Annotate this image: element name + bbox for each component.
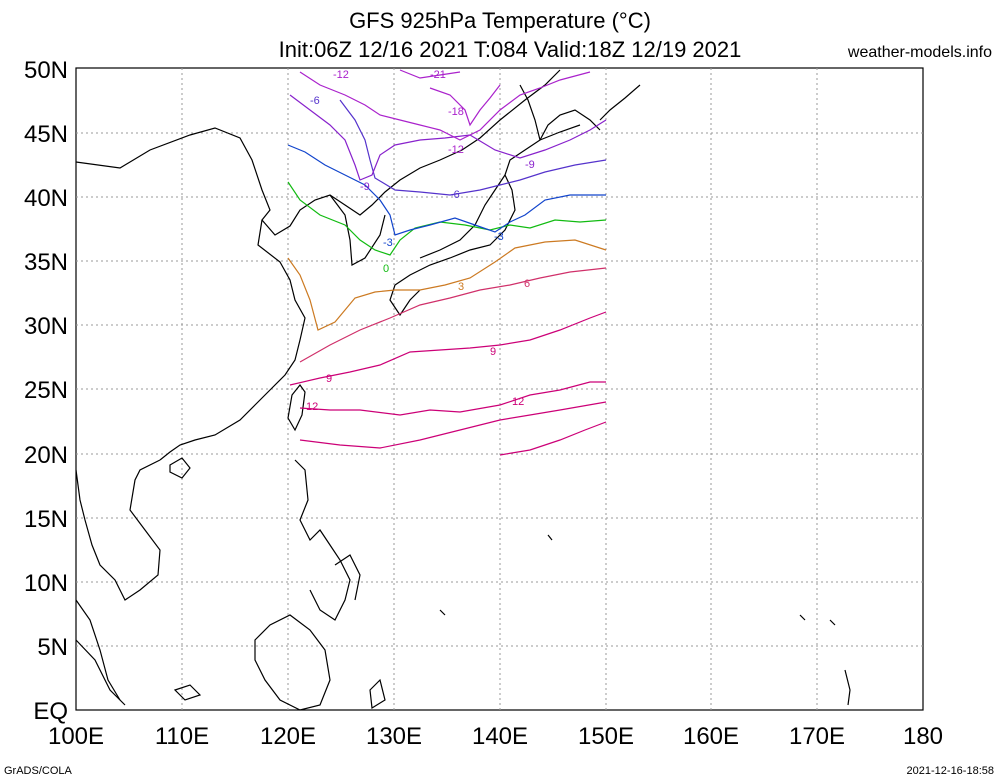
lon-label-160e: 160E [683,723,739,750]
isotherm-minus12 [299,71,591,141]
contour-label-minus12a: -12 [448,144,464,156]
isotherm-3 [287,239,607,331]
lon-label-170e: 170E [789,723,845,750]
contour-label-minus18: -18 [448,106,464,118]
contour-label-12b: 12 [306,401,318,413]
contour-label-minus3b: -3 [383,237,393,249]
lon-label-140e: 140E [472,723,528,750]
contour-label-minus9b: -9 [360,181,370,193]
lat-label-35n: 35N [24,249,68,276]
lon-label-150e: 150E [578,723,634,750]
isotherm-6 [299,267,607,363]
lat-label-45n: 45N [24,121,68,148]
isotherm-contours [287,69,607,456]
lon-label-180: 180 [903,723,943,750]
grads-credit: GrADS/COLA [4,765,72,777]
isotherm-12c [299,401,607,449]
isotherm-minus9 [289,94,607,181]
lat-label-15n: 15N [24,506,68,533]
contour-label-minus6b: -6 [310,95,320,107]
contour-label-minus3a: -3 [494,231,504,243]
generation-timestamp: 2021-12-16-18:58 [906,765,994,777]
contour-labels: 12 12 9 9 6 3 0 -3 -3 -6 -9 -9 -12 -12 -… [306,69,535,413]
lat-label-5n: 5N [37,634,68,661]
coastlines [75,69,851,711]
chart-subtitle: Init:06Z 12/16 2021 T:084 Valid:18Z 12/1… [278,37,742,62]
contour-label-minus21: -21 [430,69,446,81]
isotherm-minus6 [339,99,607,196]
lat-label-eq: EQ [33,698,68,725]
contour-label-0: 0 [383,263,389,275]
lon-label-100e: 100E [48,723,104,750]
contour-label-minus9a: -9 [525,159,535,171]
longitude-labels: 100E 110E 120E 130E 140E 150E 160E 170E … [48,723,943,750]
contour-label-minus6: -6 [450,189,460,201]
lon-label-120e: 120E [260,723,316,750]
lat-label-40n: 40N [24,185,68,212]
contour-label-9a: 9 [490,346,496,358]
contour-label-3: 3 [458,281,464,293]
isotherm-minus18 [429,84,501,127]
lon-label-130e: 130E [366,723,422,750]
contour-label-6: 6 [524,278,530,290]
contour-label-minus12b: -12 [333,69,349,81]
lon-label-110e: 110E [155,723,209,750]
contour-label-9b: 9 [326,373,332,385]
lat-label-20n: 20N [24,442,68,469]
grid-lines [76,68,923,710]
chart-title: GFS 925hPa Temperature (°C) [349,8,651,33]
isotherm-minus21 [399,69,461,79]
lat-label-10n: 10N [24,570,68,597]
isotherm-minus3 [287,144,606,236]
isotherm-0 [287,181,607,256]
site-credit: weather-models.info [847,44,992,61]
isotherm-12a [499,421,607,456]
latitude-labels: EQ 5N 10N 15N 20N 25N 30N 35N 40N 45N 50… [24,57,68,725]
lat-label-50n: 50N [24,57,68,84]
lat-label-30n: 30N [24,313,68,340]
lat-label-25n: 25N [24,377,68,404]
isotherm-9 [289,311,607,386]
isotherm-12b [299,381,606,416]
contour-label-12a: 12 [512,396,524,408]
